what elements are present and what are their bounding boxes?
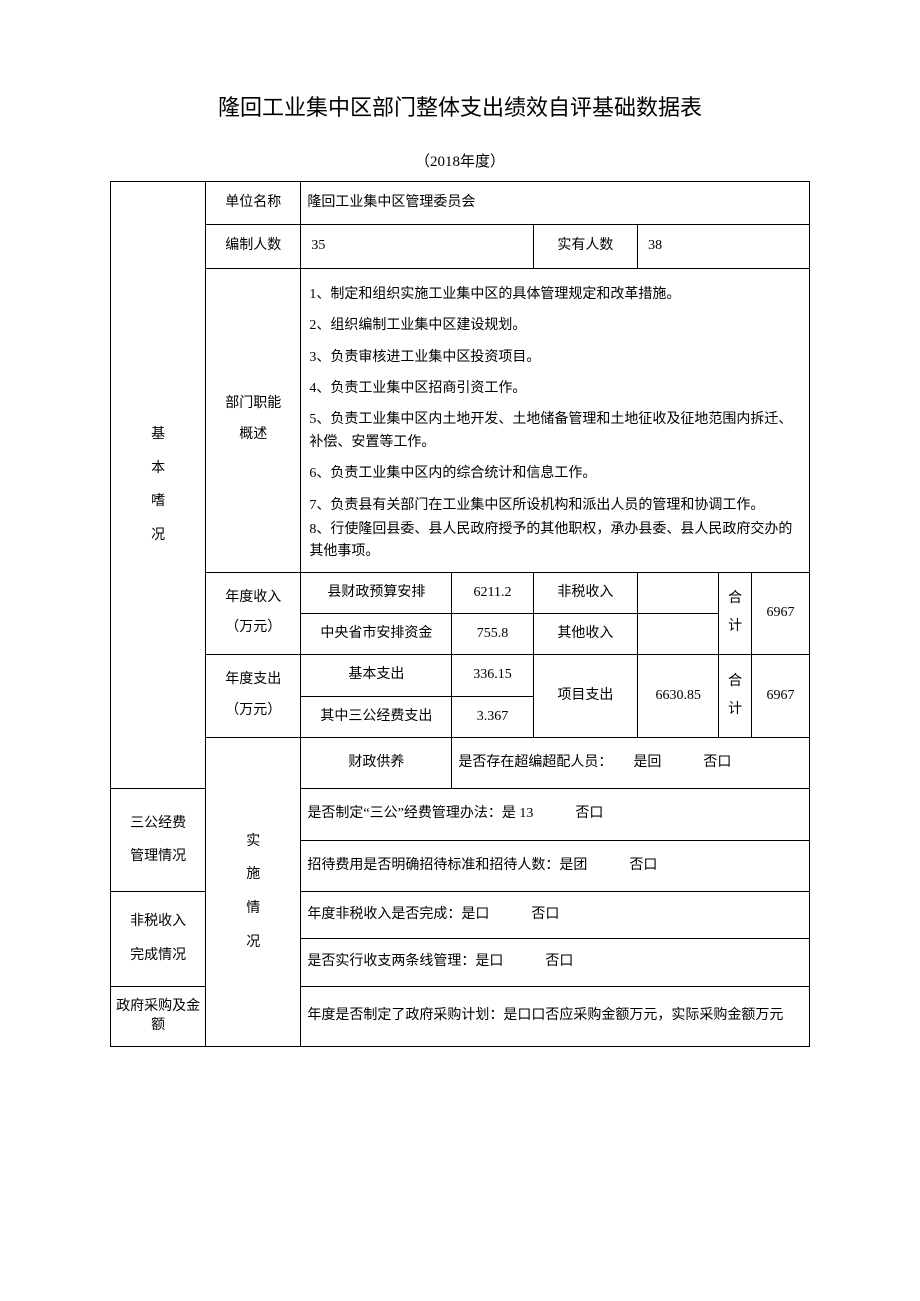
duties-label: 部门职能 概述 — [206, 268, 301, 572]
income-r2c2: 755.8 — [452, 613, 533, 654]
expense-total: 6967 — [751, 655, 809, 738]
duty-item: 3、负责审核进工业集中区投资项目。 — [309, 347, 801, 369]
unit-name-label: 单位名称 — [206, 182, 301, 225]
duty-item: 8、行使隆回县委、县人民政府授予的其他职权，承办县委、县人民政府交办的其他事项。 — [309, 519, 801, 564]
procurement-text: 年度是否制定了政府采购计划：是口口否应采购金额万元，实际采购金额万元 — [301, 986, 810, 1046]
expense-r2c2: 3.367 — [452, 696, 533, 737]
expense-r1c2: 336.15 — [452, 655, 533, 696]
duty-item: 7、负责县有关部门在工业集中区所设机构和派出人员的管理和协调工作。 — [309, 495, 801, 517]
income-r2c3: 其他收入 — [533, 613, 638, 654]
sangong-text2: 招待费用是否明确招待标准和招待人数：是团 否口 — [301, 840, 810, 891]
year-subtitle: （2018年度） — [110, 150, 810, 171]
procurement-label: 政府采购及金额 — [111, 986, 206, 1046]
section-impl-label: 实 施 情 况 — [206, 737, 301, 1046]
expense-r2c1: 其中三公经费支出 — [301, 696, 452, 737]
page-title: 隆回工业集中区部门整体支出绩效自评基础数据表 — [110, 90, 810, 122]
nontax-label: 非税收入 完成情况 — [111, 892, 206, 987]
income-total-label: 合 计 — [719, 572, 752, 655]
fiscal-support-label: 财政供养 — [301, 737, 452, 788]
duty-item: 2、组织编制工业集中区建设规划。 — [309, 315, 801, 337]
nontax-text2: 是否实行收支两条线管理：是口 否口 — [301, 939, 810, 986]
section-basic-label: 基 本 嗜 况 — [111, 182, 206, 789]
duty-item: 4、负责工业集中区招商引资工作。 — [309, 378, 801, 400]
income-r2c4 — [638, 613, 719, 654]
income-r1c1: 县财政预算安排 — [301, 572, 452, 613]
sangong-label: 三公经费 管理情况 — [111, 789, 206, 892]
income-total: 6967 — [751, 572, 809, 655]
actual-staff-label: 实有人数 — [533, 225, 638, 268]
income-label: 年度收入 （万元） — [206, 572, 301, 655]
actual-staff-value: 38 — [638, 225, 810, 268]
staff-count-value: 35 — [301, 225, 533, 268]
expense-label: 年度支出 （万元） — [206, 655, 301, 738]
income-r1c2: 6211.2 — [452, 572, 533, 613]
unit-name-value: 隆回工业集中区管理委员会 — [301, 182, 810, 225]
income-r1c3: 非税收入 — [533, 572, 638, 613]
staff-count-label: 编制人数 — [206, 225, 301, 268]
income-r1c4 — [638, 572, 719, 613]
expense-r1c1: 基本支出 — [301, 655, 452, 696]
expense-total-label: 合 计 — [719, 655, 752, 738]
duty-item: 1、制定和组织实施工业集中区的具体管理规定和改革措施。 — [309, 284, 801, 306]
duty-item: 6、负责工业集中区内的综合统计和信息工作。 — [309, 463, 801, 485]
duties-content: 1、制定和组织实施工业集中区的具体管理规定和改革措施。 2、组织编制工业集中区建… — [301, 268, 810, 572]
nontax-text1: 年度非税收入是否完成：是口 否口 — [301, 892, 810, 939]
fiscal-support-text: 是否存在超编超配人员： 是回 否口 — [452, 737, 810, 788]
data-table: 基 本 嗜 况 单位名称 隆回工业集中区管理委员会 编制人数 35 实有人数 3… — [110, 181, 810, 1047]
sangong-text1: 是否制定“三公”经费管理办法：是 13 否口 — [301, 789, 810, 840]
expense-r1c4: 6630.85 — [638, 655, 719, 738]
expense-r1c3: 项目支出 — [533, 655, 638, 738]
duty-item: 5、负责工业集中区内土地开发、土地储备管理和土地征收及征地范围内拆迁、补偿、安置… — [309, 409, 801, 454]
income-r2c1: 中央省市安排资金 — [301, 613, 452, 654]
